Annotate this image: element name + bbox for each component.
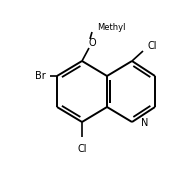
Text: O: O bbox=[88, 38, 96, 48]
Text: Methyl: Methyl bbox=[97, 22, 126, 31]
Text: N: N bbox=[141, 118, 148, 128]
Text: Cl: Cl bbox=[148, 41, 157, 51]
Text: Cl: Cl bbox=[77, 144, 87, 154]
Text: Br: Br bbox=[35, 71, 46, 81]
